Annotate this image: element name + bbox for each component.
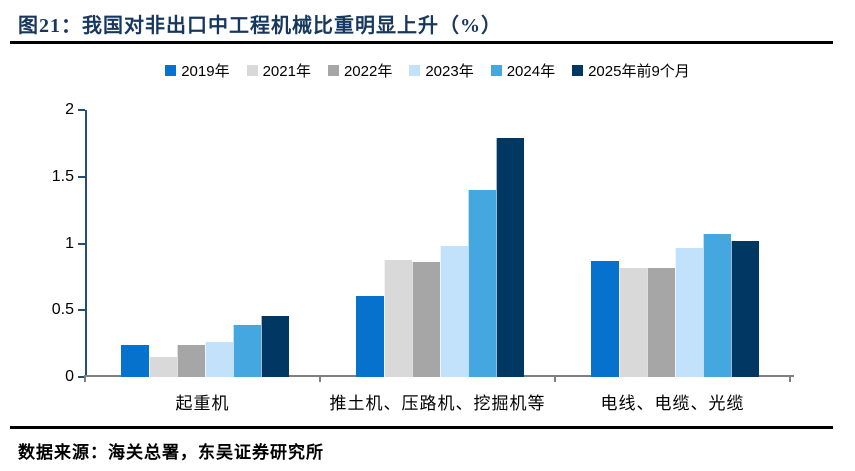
bar-group	[322, 110, 557, 377]
legend-swatch-icon	[246, 65, 258, 76]
bar-2022年-推土机、压路机、挖掘机等	[411, 262, 440, 377]
legend-item: 2023年	[409, 60, 474, 81]
plot-area	[85, 110, 790, 377]
bottom-divider-line	[10, 426, 833, 429]
bar-2023年-起重机	[204, 342, 233, 377]
bar-2024年-起重机	[232, 325, 261, 377]
bar-2021年-电线、电缆、光缆	[618, 268, 647, 377]
y-tick-mark	[78, 242, 85, 245]
y-tick-label: 0	[65, 368, 74, 385]
legend-swatch-icon	[490, 65, 502, 76]
bar-group	[87, 110, 322, 377]
x-axis-category-labels: 起重机 推土机、压路机、挖掘机等 电线、电缆、光缆	[85, 389, 790, 414]
y-tick-mark	[78, 309, 85, 312]
x-tick-mark	[84, 377, 86, 382]
y-tick-label: 1.5	[51, 167, 74, 185]
bar-2025年前9个月-电线、电缆、光缆	[730, 241, 759, 377]
x-category-label: 推土机、压路机、挖掘机等	[329, 394, 546, 413]
x-tick-mark	[554, 377, 556, 382]
y-tick-label: 1	[65, 234, 74, 252]
bar-2025年前9个月-起重机	[260, 316, 289, 377]
chart-title: 图21：我国对非出口中工程机械比重明显上升（%）	[18, 15, 502, 37]
bar-2024年-电线、电缆、光缆	[702, 234, 731, 377]
legend-item: 2025年前9个月	[572, 60, 690, 81]
x-category-label: 起重机	[175, 394, 230, 413]
legend-swatch-icon	[165, 65, 177, 76]
bar-2024年-推土机、压路机、挖掘机等	[467, 190, 496, 377]
legend-swatch-icon	[409, 65, 421, 76]
bar-groups	[87, 110, 792, 377]
legend-item: 2021年	[246, 60, 311, 81]
bar-2025年前9个月-推土机、压路机、挖掘机等	[495, 138, 524, 377]
bar-2021年-起重机	[148, 357, 177, 377]
legend-item: 2022年	[327, 60, 393, 81]
bar-2023年-电线、电缆、光缆	[674, 248, 703, 377]
legend-label: 2023年	[425, 63, 474, 80]
x-category-label: 电线、电缆、光缆	[600, 394, 745, 413]
legend-item: 2024年	[490, 60, 556, 81]
data-source-note: 数据来源：海关总署，东吴证券研究所	[18, 443, 324, 462]
bar-2019年-电线、电缆、光缆	[590, 261, 619, 377]
bar-2019年-推土机、压路机、挖掘机等	[355, 296, 384, 377]
y-tick-label: 0.5	[51, 301, 74, 319]
y-tick-mark	[78, 109, 85, 111]
bar-2022年-电线、电缆、光缆	[646, 268, 675, 377]
chart-legend: 2019年 2021年 2022年 2023年 2024年 2025年前9个月	[0, 60, 855, 81]
legend-label: 2019年	[181, 63, 230, 80]
y-tick-mark	[78, 175, 85, 178]
bar-2023年-推土机、压路机、挖掘机等	[439, 246, 468, 377]
y-tick-mark	[78, 376, 85, 378]
y-tick-label: 2	[65, 101, 74, 118]
legend-label: 2024年	[506, 63, 556, 80]
legend-swatch-icon	[327, 65, 339, 76]
bar-2021年-推土机、压路机、挖掘机等	[383, 260, 412, 377]
legend-label: 2025年前9个月	[588, 63, 690, 80]
legend-label: 2022年	[343, 63, 393, 80]
top-divider-line	[10, 41, 833, 44]
legend-swatch-icon	[572, 65, 584, 76]
bar-group	[557, 110, 792, 377]
bar-2019年-起重机	[120, 345, 149, 377]
x-tick-mark	[319, 377, 321, 382]
x-tick-mark	[789, 377, 791, 382]
legend-label: 2021年	[262, 63, 311, 80]
bar-2022年-起重机	[176, 345, 205, 377]
legend-item: 2019年	[165, 60, 230, 81]
